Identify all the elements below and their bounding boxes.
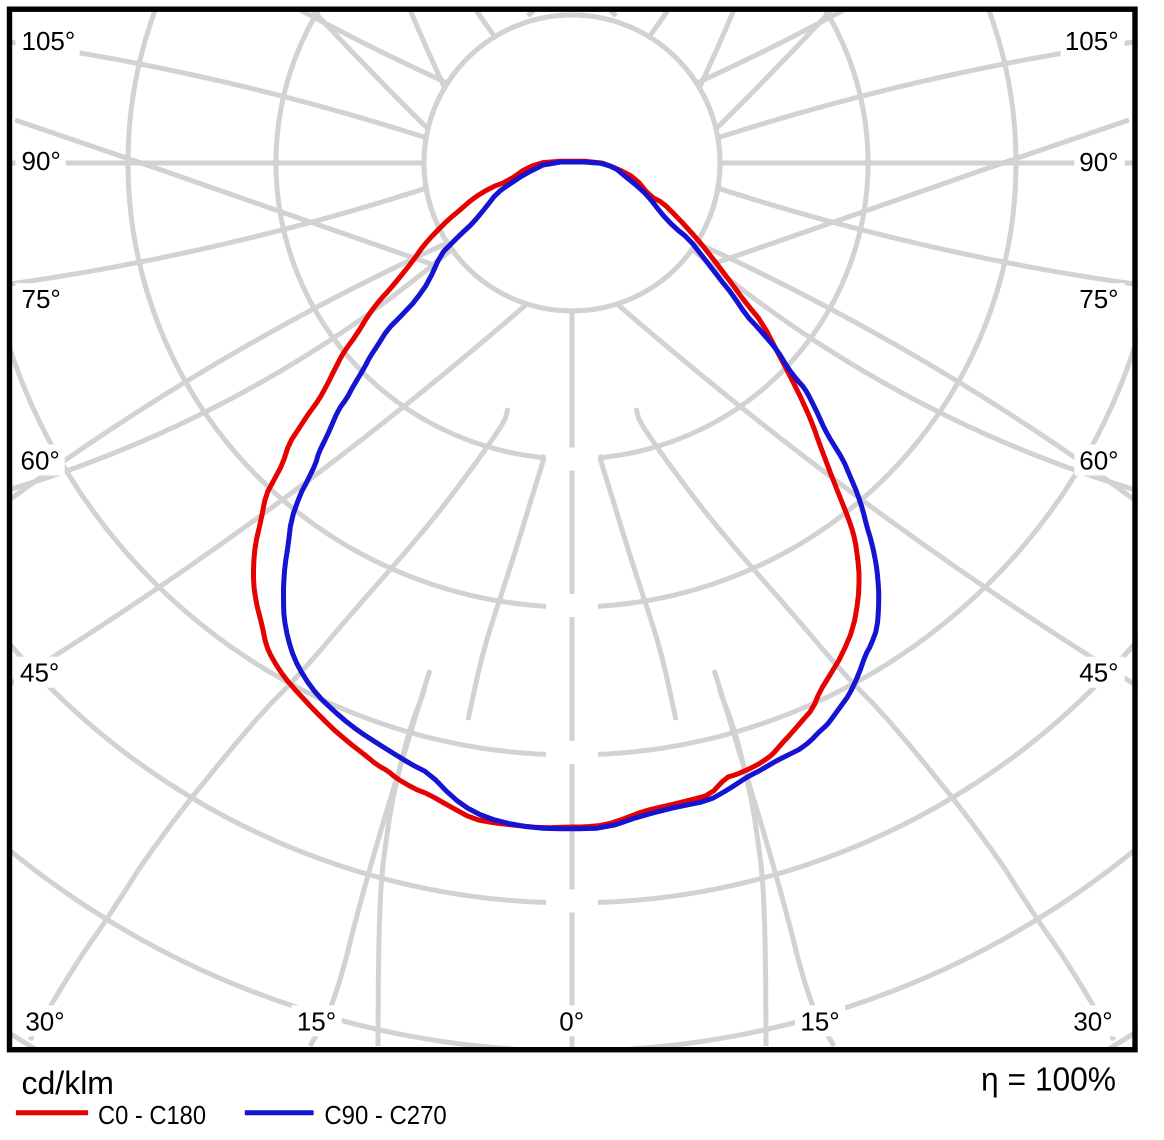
svg-text:60°: 60° (1079, 446, 1118, 476)
svg-text:cd/klm: cd/klm (22, 1065, 114, 1101)
svg-text:30°: 30° (1073, 1006, 1112, 1036)
svg-text:75°: 75° (1079, 284, 1118, 314)
svg-text:15°: 15° (297, 1006, 336, 1036)
svg-text:η = 100%: η = 100% (981, 1061, 1116, 1098)
svg-text:90°: 90° (1079, 147, 1118, 177)
svg-text:C90 - C270: C90 - C270 (324, 1100, 446, 1130)
svg-text:60°: 60° (21, 446, 60, 476)
svg-text:45°: 45° (1079, 658, 1118, 688)
svg-text:C0 - C180: C0 - C180 (98, 1100, 206, 1130)
svg-text:0°: 0° (559, 1006, 584, 1036)
svg-text:15°: 15° (800, 1006, 839, 1036)
svg-text:45°: 45° (20, 658, 59, 688)
svg-text:30°: 30° (25, 1006, 64, 1036)
svg-text:90°: 90° (22, 146, 61, 176)
svg-text:105°: 105° (1065, 26, 1119, 56)
svg-text:105°: 105° (22, 26, 76, 56)
svg-text:75°: 75° (22, 284, 61, 314)
